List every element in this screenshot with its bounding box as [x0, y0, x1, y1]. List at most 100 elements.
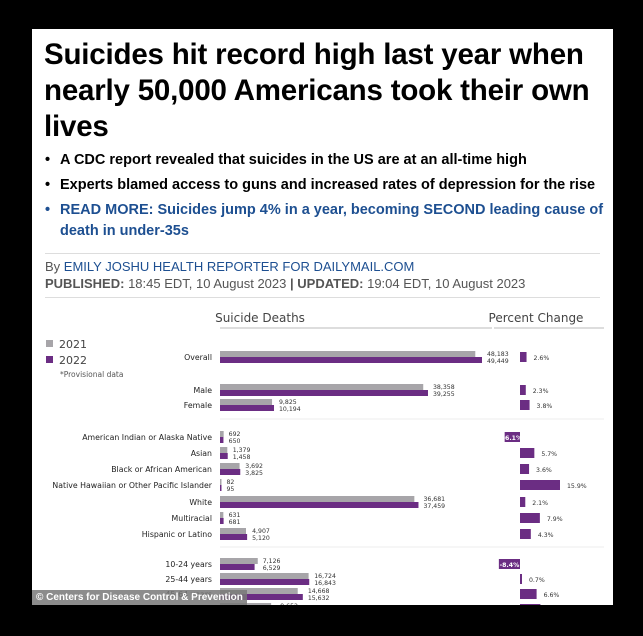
value-label-2021-female: 9,825 — [279, 399, 297, 406]
value-label-2022-10-24-years: 6,529 — [263, 565, 281, 572]
value-label-2021-45-64-years: 14,668 — [308, 588, 330, 595]
summary-bullets: • A CDC report revealed that suicides in … — [45, 150, 605, 246]
bar-2022-black-or-african-american — [220, 469, 241, 475]
pct-bar-multiracial — [520, 513, 540, 523]
pct-label-hispanic-or-latino: 4.3% — [538, 532, 554, 539]
legend-label-2022: 2022 — [59, 354, 87, 367]
category-label-american-indian-or-alaska-native: American Indian or Alaska Native — [82, 433, 212, 442]
value-label-2021-asian: 1,379 — [233, 447, 251, 454]
pct-label-multiracial: 7.9% — [547, 516, 563, 523]
value-label-2022-hispanic-or-latino: 5,120 — [252, 535, 270, 542]
chart-title-suicide-deaths: Suicide Deaths — [215, 311, 305, 325]
pct-label-black-or-african-american: 3.6% — [536, 467, 552, 474]
pct-bar-overall — [520, 352, 527, 362]
value-label-2022-asian: 1,458 — [233, 454, 251, 461]
bullet-item: • Experts blamed access to guns and incre… — [45, 175, 605, 196]
pct-label-overall: 2.6% — [534, 355, 550, 362]
value-label-2021-white: 36,681 — [423, 496, 445, 503]
bar-2021-native-hawaiian-or-other-pacific-islander — [220, 479, 222, 485]
bar-2021-black-or-african-american — [220, 463, 240, 469]
article-headline: Suicides hit record high last year when … — [44, 38, 590, 143]
provisional-note: *Provisional data — [60, 370, 123, 379]
pct-label-white: 2.1% — [532, 500, 548, 507]
pct-bar-10-24-years — [498, 559, 520, 569]
bar-2021-overall — [220, 351, 476, 357]
bar-2022-female — [220, 405, 275, 411]
published-value: 18:45 EDT, 10 August 2023 — [128, 276, 287, 291]
value-label-2021-black-or-african-american: 3,692 — [245, 463, 263, 470]
bullet-dot-icon: • — [45, 202, 51, 218]
bar-2021-asian — [220, 447, 228, 453]
legend-swatch-2021 — [46, 340, 53, 347]
updated-label: UPDATED: — [297, 276, 364, 291]
value-label-2021-multiracial: 631 — [229, 512, 241, 519]
separator: | — [290, 276, 294, 291]
bar-2022-white — [220, 502, 419, 508]
byline-prefix: By — [45, 259, 61, 274]
value-label-2022-25-44-years: 16,843 — [314, 580, 336, 587]
pct-bar-native-hawaiian-or-other-pacific-islander — [520, 480, 560, 490]
category-label-hispanic-or-latino: Hispanic or Latino — [142, 530, 212, 539]
bar-2021-hispanic-or-latino — [220, 528, 246, 534]
bar-2021-25-44-years — [220, 573, 309, 579]
value-label-2021-overall: 48,183 — [487, 351, 509, 358]
pct-label-45-64-years: 6.6% — [544, 592, 560, 599]
image-credit: © Centers for Disease Control & Preventi… — [32, 590, 247, 605]
value-label-2022-female: 10,194 — [279, 406, 301, 413]
pct-bar-female — [520, 400, 530, 410]
bar-2022-10-24-years — [220, 564, 255, 570]
bar-2021-white — [220, 496, 415, 502]
value-label-2022-american-indian-or-alaska-native: 650 — [229, 438, 241, 445]
pct-label-american-indian-or-alaska-native: -6.1% — [502, 435, 522, 442]
value-label-2022-male: 39,255 — [433, 391, 455, 398]
bar-2021-10-24-years — [220, 558, 258, 564]
bar-2022-25-44-years — [220, 579, 310, 585]
legend-label-2021: 2021 — [59, 338, 87, 351]
value-label-2022-multiracial: 681 — [229, 519, 241, 526]
bar-2021-american-indian-or-alaska-native — [220, 431, 224, 437]
read-more-link[interactable]: • READ MORE: Suicides jump 4% in a year, … — [45, 200, 605, 242]
bullet-dot-icon: • — [45, 177, 51, 193]
bar-2021-45-64-years — [220, 588, 298, 594]
bullet-dot-icon: • — [45, 152, 51, 168]
publish-info: PUBLISHED: 18:45 EDT, 10 August 2023 | U… — [45, 276, 525, 291]
published-label: PUBLISHED: — [45, 276, 125, 291]
read-more-text[interactable]: READ MORE: Suicides jump 4% in a year, b… — [60, 202, 604, 239]
value-label-2022-native-hawaiian-or-other-pacific-islander: 95 — [227, 486, 235, 493]
author-link[interactable]: EMILY JOSHU HEALTH REPORTER FOR DAILYMAI… — [63, 259, 415, 274]
category-label-overall: Overall — [184, 353, 212, 362]
suicide-deaths-infographic: Suicide Deaths Percent Change 2021 2022 … — [46, 311, 604, 605]
value-label-2022-overall: 49,449 — [487, 358, 509, 365]
bullet-text: A CDC report revealed that suicides in t… — [60, 152, 527, 168]
pct-bar-45-64-years — [520, 589, 537, 599]
pct-bar-male — [520, 385, 526, 395]
category-label-white: White — [189, 498, 212, 507]
pct-bar-hispanic-or-latino — [520, 529, 531, 539]
value-label-2022-black-or-african-american: 3,825 — [245, 470, 263, 477]
bar-2022-45-64-years — [220, 594, 303, 600]
bar-2022-multiracial — [220, 518, 224, 524]
value-label-2021-25-44-years: 16,724 — [314, 573, 336, 580]
bar-2021-male — [220, 384, 424, 390]
value-label-2021-10-24-years: 7,126 — [263, 558, 281, 565]
value-label-2021-american-indian-or-alaska-native: 692 — [229, 431, 241, 438]
bullet-item: • A CDC report revealed that suicides in … — [45, 150, 605, 171]
bar-2022-native-hawaiian-or-other-pacific-islander — [220, 485, 222, 491]
value-label-2021-hispanic-or-latino: 4,907 — [252, 528, 270, 535]
category-label-multiracial: Multiracial — [172, 514, 212, 523]
legend-swatch-2022 — [46, 356, 53, 363]
pct-bar-american-indian-or-alaska-native — [504, 432, 520, 442]
pct-bar-black-or-african-american — [520, 464, 530, 474]
pct-bar-white — [520, 497, 526, 507]
chart-title-percent-change: Percent Change — [489, 311, 584, 325]
category-label-male: Male — [194, 386, 213, 395]
bar-2022-male — [220, 390, 428, 396]
bar-2021-multiracial — [220, 512, 224, 518]
category-label-black-or-african-american: Black or African American — [111, 465, 212, 474]
category-label-25-44-years: 25-44 years — [165, 575, 212, 584]
bar-2022-overall — [220, 357, 482, 363]
value-label-2021-65-years: 9,652 — [280, 603, 298, 605]
divider — [45, 297, 600, 298]
pct-bar-65-years — [520, 604, 541, 605]
